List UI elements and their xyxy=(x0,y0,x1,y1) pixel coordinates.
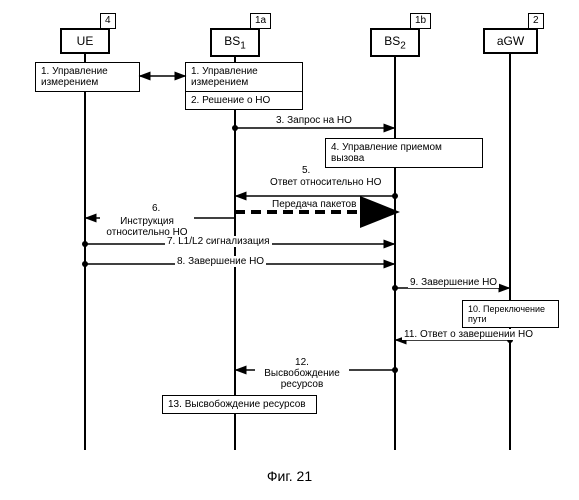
box-bs1-meas-text: Управление измерением xyxy=(191,66,258,88)
box-bs1-meas-num: 1. xyxy=(191,66,199,77)
box-cac: 4. Управление приемом вызова xyxy=(325,138,483,168)
label-m5: Ответ относительно HO xyxy=(268,177,383,188)
label-m6num: 6. xyxy=(150,203,162,214)
box-pathswitch-num: 10. xyxy=(468,304,481,314)
actor-bs1-sub: 1 xyxy=(240,40,246,51)
actor-agw-label: aGW xyxy=(497,34,524,48)
box-ue-meas-num: 1. xyxy=(41,66,49,77)
actor-ue: UE xyxy=(60,28,110,54)
label-m12: 12. Высвобождение ресурсов xyxy=(255,357,349,390)
box-relres-num: 13. xyxy=(168,399,182,410)
label-m5b: Передача пакетов xyxy=(270,199,358,210)
box-ue-meas: 1. Управление измерением xyxy=(35,62,140,92)
actor-agw: aGW xyxy=(483,28,538,54)
lifeline-agw xyxy=(509,50,511,450)
actor-ue-label: UE xyxy=(77,34,94,48)
sequence-diagram: UE 4 BS1 1a BS2 1b aGW 2 1. Управление и… xyxy=(0,0,579,500)
label-m7: 7. L1/L2 сигнализация xyxy=(165,236,272,247)
divider xyxy=(186,91,302,92)
label-m3: 3. Запрос на HO xyxy=(274,115,354,126)
box-cac-text: Управление приемом вызова xyxy=(331,142,442,164)
figure-caption: Фиг. 21 xyxy=(0,468,579,484)
lifeline-bs1 xyxy=(234,50,236,450)
actor-bs2-label: BS xyxy=(384,34,400,48)
actor-bs2: BS2 xyxy=(370,28,420,57)
box-bs1-dec-text: Решение о HO xyxy=(202,95,270,106)
label-m11: 11. Ответ о завершении HO xyxy=(402,329,535,340)
corner-ue: 4 xyxy=(100,13,116,29)
box-bs1-combo: 1. Управление измерением 2. Решение о HO xyxy=(185,62,303,110)
label-m6: Инструкция относительно HO xyxy=(100,216,194,238)
lifeline-ue xyxy=(84,50,86,450)
actor-bs1-label: BS xyxy=(224,34,240,48)
actor-bs1: BS1 xyxy=(210,28,260,57)
corner-agw: 2 xyxy=(528,13,544,29)
box-bs1-dec-num: 2. xyxy=(191,95,199,106)
label-m9: 9. Завершение HO xyxy=(408,277,499,288)
box-pathswitch: 10. Переключение пути xyxy=(462,300,559,328)
label-m8: 8. Завершение HO xyxy=(175,256,266,267)
actor-bs2-sub: 2 xyxy=(400,40,406,51)
box-relres: 13. Высвобождение ресурсов xyxy=(162,395,317,414)
corner-bs1: 1a xyxy=(250,13,271,29)
box-relres-text: Высвобождение ресурсов xyxy=(185,399,306,410)
box-ue-meas-text: Управление измерением xyxy=(41,66,108,88)
box-cac-num: 4. xyxy=(331,142,339,153)
corner-bs2: 1b xyxy=(410,13,431,29)
lifeline-bs2 xyxy=(394,50,396,450)
label-m5num: 5. xyxy=(300,165,312,176)
